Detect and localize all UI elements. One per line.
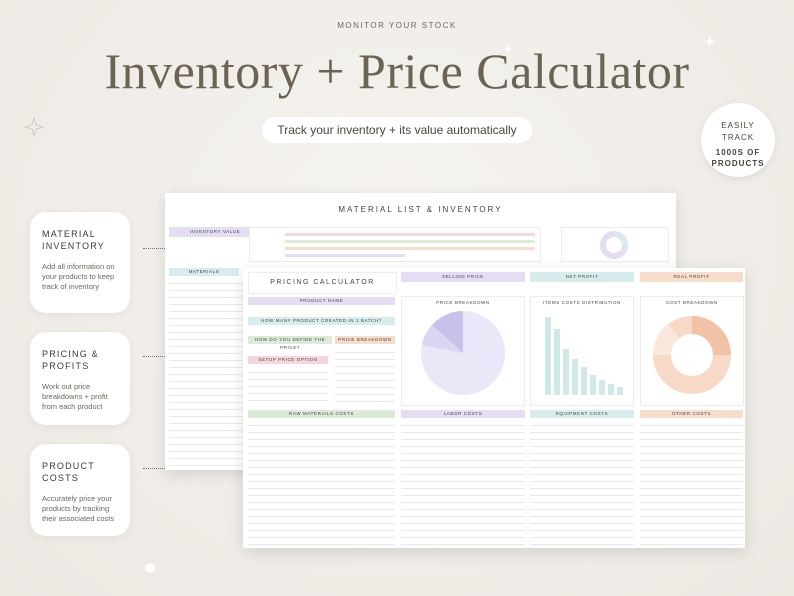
label: HOW MANY PRODUCT CREATED IN 1 BATCH?: [248, 317, 395, 325]
mini-donut: [561, 227, 669, 262]
pricing-sheet: PRICING CALCULATOR PRODUCT NAME HOW MANY…: [243, 268, 745, 548]
chart-panel: COST BREAKDOWN: [640, 296, 744, 406]
stock-bars: [249, 227, 541, 262]
feature-title: PRICING & PROFITS: [42, 349, 99, 371]
feature-title: MATERIAL INVENTORY: [42, 229, 105, 251]
chart-title: ITEMS COSTS DISTRIBUTION: [543, 300, 621, 305]
rows: [401, 419, 525, 546]
section-header: LABOR COSTS: [401, 410, 525, 418]
sparkle: [703, 35, 717, 48]
sparkle: [503, 44, 513, 54]
dot: [145, 563, 155, 573]
eyebrow: MONITOR YOUR STOCK: [337, 21, 457, 30]
badge: EASILY TRACK 1000S OF PRODUCTS: [701, 103, 775, 177]
donut: [653, 316, 731, 394]
kpi: SELLING PRICE: [401, 272, 525, 282]
kpi: REAL PROFIT: [640, 272, 743, 282]
slice: [422, 325, 463, 353]
rows: [248, 366, 328, 404]
sheet-title: PRICING CALCULATOR: [248, 272, 397, 294]
sparkle: [23, 116, 45, 138]
section-header: OTHER COSTS: [640, 410, 743, 418]
value-label: INVENTORY VALUE: [169, 227, 261, 237]
donut: [600, 231, 628, 259]
label: SETUP PRICE OPTION: [248, 356, 328, 364]
label: PRODUCT NAME: [248, 297, 395, 305]
bar: [285, 233, 535, 236]
feature-text: Add all information on your products to …: [42, 262, 115, 291]
slice: [432, 311, 463, 353]
feature-card: PRICING & PROFITS Work out price breakdo…: [30, 332, 130, 425]
rows: [335, 346, 395, 404]
rows: [640, 419, 743, 546]
feature-title: PRODUCT COSTS: [42, 461, 95, 483]
bar-group: [545, 317, 623, 395]
sheet-title: MATERIAL LIST & INVENTORY: [338, 205, 503, 214]
chart-title: COST BREAKDOWN: [666, 300, 718, 305]
label: PRICE BREAKDOWN: [335, 336, 395, 344]
ring: [613, 231, 628, 246]
tagline: Track your inventory + its value automat…: [262, 117, 532, 143]
rows: [248, 419, 395, 546]
ring: [691, 316, 731, 356]
badge-line: EASILY TRACK: [721, 121, 755, 142]
feature-text: Work out price breakdowns + profit from …: [42, 382, 108, 411]
kpi: NET PROFIT: [530, 272, 634, 282]
badge-line: 1000S OF PRODUCTS: [711, 148, 765, 168]
bar: [285, 240, 535, 243]
bars: [545, 317, 623, 395]
rows: [530, 419, 634, 546]
label: HOW DO YOU DEFINE THE PRICE?: [248, 336, 332, 350]
feature-text: Accurately price your products by tracki…: [42, 494, 115, 523]
connector: [143, 248, 183, 249]
bar: [285, 247, 535, 250]
feature-card: MATERIAL INVENTORY Add all information o…: [30, 212, 130, 313]
column-header: MATERIALS: [169, 268, 239, 276]
rows: [169, 277, 244, 467]
ring: [653, 323, 680, 356]
chart-panel: PRICE BREAKDOWN: [401, 296, 525, 406]
section-header: RAW MATERIALS COSTS: [248, 410, 395, 418]
feature-card: PRODUCT COSTS Accurately price your prod…: [30, 444, 130, 536]
bar: [285, 254, 405, 257]
section-header: EQUIPMENT COSTS: [530, 410, 634, 418]
chart-title: PRICE BREAKDOWN: [436, 300, 490, 305]
title: Inventory + Price Calculator: [104, 43, 690, 99]
pie: [421, 311, 505, 395]
chart-panel: ITEMS COSTS DISTRIBUTION: [530, 296, 634, 406]
